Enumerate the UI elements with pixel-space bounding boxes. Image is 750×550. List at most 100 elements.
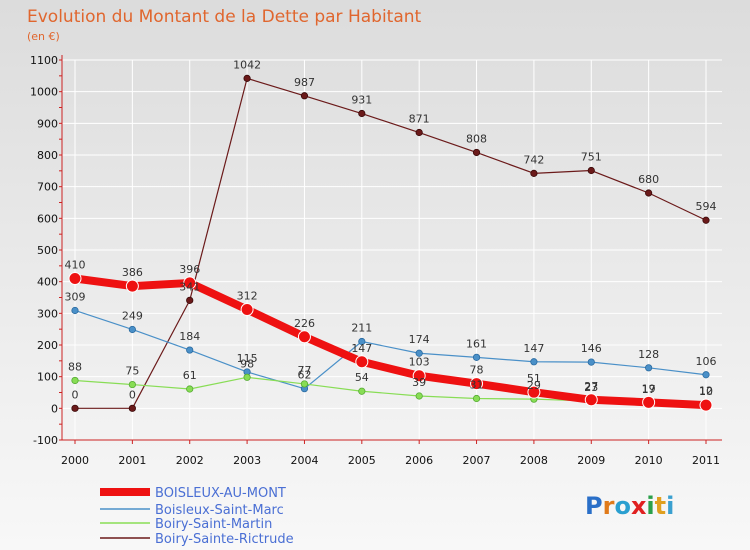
data-point xyxy=(470,377,484,391)
y-tick-label: 300 xyxy=(37,307,58,320)
data-point xyxy=(702,371,710,379)
data-labels: 0 0 341 1042 987 931 871 808 742 751 680 594 309 249 1… xyxy=(65,58,717,401)
data-point xyxy=(243,74,251,82)
data-point xyxy=(128,404,136,412)
data-point xyxy=(358,387,366,395)
data-label: 128 xyxy=(638,348,659,361)
x-tick-label: 2008 xyxy=(520,454,548,467)
logo-letter: t xyxy=(655,492,666,520)
data-label: 594 xyxy=(696,200,717,213)
data-label: 12 xyxy=(699,385,713,398)
data-point xyxy=(645,364,653,372)
data-point xyxy=(587,166,595,175)
logo-letter: P xyxy=(585,492,603,520)
data-point xyxy=(71,376,79,385)
legend-label: Boisleux-Saint-Marc xyxy=(155,503,284,518)
data-label: 62 xyxy=(297,369,311,382)
data-point xyxy=(412,369,426,383)
data-label: 29 xyxy=(527,379,541,392)
data-label: 78 xyxy=(470,364,484,377)
data-label: 31 xyxy=(470,379,484,392)
proxiti-logo: Proxiti xyxy=(585,492,674,520)
data-label: 396 xyxy=(179,263,200,276)
data-label: 931 xyxy=(351,94,372,107)
data-label: 312 xyxy=(237,290,258,303)
logo-letter: r xyxy=(603,492,615,520)
x-tick-label: 2004 xyxy=(290,454,318,467)
data-point xyxy=(186,296,194,304)
series-points xyxy=(68,74,713,412)
data-label: 309 xyxy=(65,290,86,303)
data-label: 19 xyxy=(642,382,656,395)
data-point xyxy=(240,303,254,317)
series-line-3 xyxy=(74,77,707,409)
data-point xyxy=(702,216,710,224)
y-tick-label: 500 xyxy=(37,244,58,257)
legend-label: Boiry-Sainte-Rictrude xyxy=(155,532,294,547)
series-lines xyxy=(71,77,710,410)
data-point xyxy=(355,355,369,369)
data-label: 75 xyxy=(125,365,139,378)
x-tick-label: 2011 xyxy=(692,454,720,467)
data-point xyxy=(645,189,653,197)
data-label: 106 xyxy=(696,355,717,368)
logo-letter: i xyxy=(646,492,654,520)
data-label: 147 xyxy=(523,342,544,355)
data-label: 184 xyxy=(179,330,200,343)
data-point xyxy=(186,385,194,393)
data-label: 249 xyxy=(122,309,143,322)
data-point xyxy=(699,398,713,412)
x-tick-label: 2001 xyxy=(118,454,146,467)
data-point xyxy=(358,337,366,346)
data-point xyxy=(71,306,79,315)
data-point xyxy=(584,393,598,407)
data-label: 98 xyxy=(240,357,254,370)
axes: -100010020030040050060070080090010001100… xyxy=(30,54,722,467)
data-label: 742 xyxy=(523,153,544,166)
x-tick-label: 2003 xyxy=(233,454,261,467)
data-label: 341 xyxy=(179,280,200,293)
chart-title: Evolution du Montant de la Dette par Hab… xyxy=(27,7,422,27)
data-label: 987 xyxy=(294,76,315,89)
data-label: 77 xyxy=(297,364,311,377)
y-tick-label: -100 xyxy=(33,434,58,447)
data-label: 23 xyxy=(584,381,598,394)
data-label: 226 xyxy=(294,317,315,330)
data-label: 54 xyxy=(355,371,369,384)
data-point xyxy=(71,404,79,412)
x-tick-label: 2006 xyxy=(405,454,433,467)
data-label: 147 xyxy=(351,342,372,355)
logo-letter: x xyxy=(631,492,647,520)
data-label: 115 xyxy=(237,352,258,365)
data-label: 410 xyxy=(65,259,86,272)
data-label: 51 xyxy=(527,372,541,385)
data-label: 39 xyxy=(412,376,426,389)
data-point xyxy=(128,325,136,334)
data-label: 103 xyxy=(409,356,430,369)
logo-text: Proxiti xyxy=(585,492,674,520)
data-label: 386 xyxy=(122,266,143,279)
y-tick-label: 400 xyxy=(37,276,58,289)
data-point xyxy=(415,349,423,357)
data-label: 10 xyxy=(699,385,713,398)
data-point xyxy=(530,169,538,177)
y-tick-label: 600 xyxy=(37,212,58,225)
x-tick-label: 2002 xyxy=(176,454,204,467)
data-label: 211 xyxy=(351,322,372,335)
data-label: 161 xyxy=(466,337,487,350)
data-point xyxy=(68,272,82,285)
data-label: 27 xyxy=(584,380,598,393)
data-point xyxy=(472,148,481,157)
series-line-0 xyxy=(71,274,710,410)
data-label: 1042 xyxy=(233,58,261,71)
series-line-1 xyxy=(74,309,707,390)
data-point xyxy=(530,358,538,366)
data-point xyxy=(472,353,481,361)
legend-label: BOISLEUX-AU-MONT xyxy=(155,486,286,501)
data-point xyxy=(642,395,656,409)
data-point xyxy=(472,394,481,403)
data-point xyxy=(243,373,251,381)
